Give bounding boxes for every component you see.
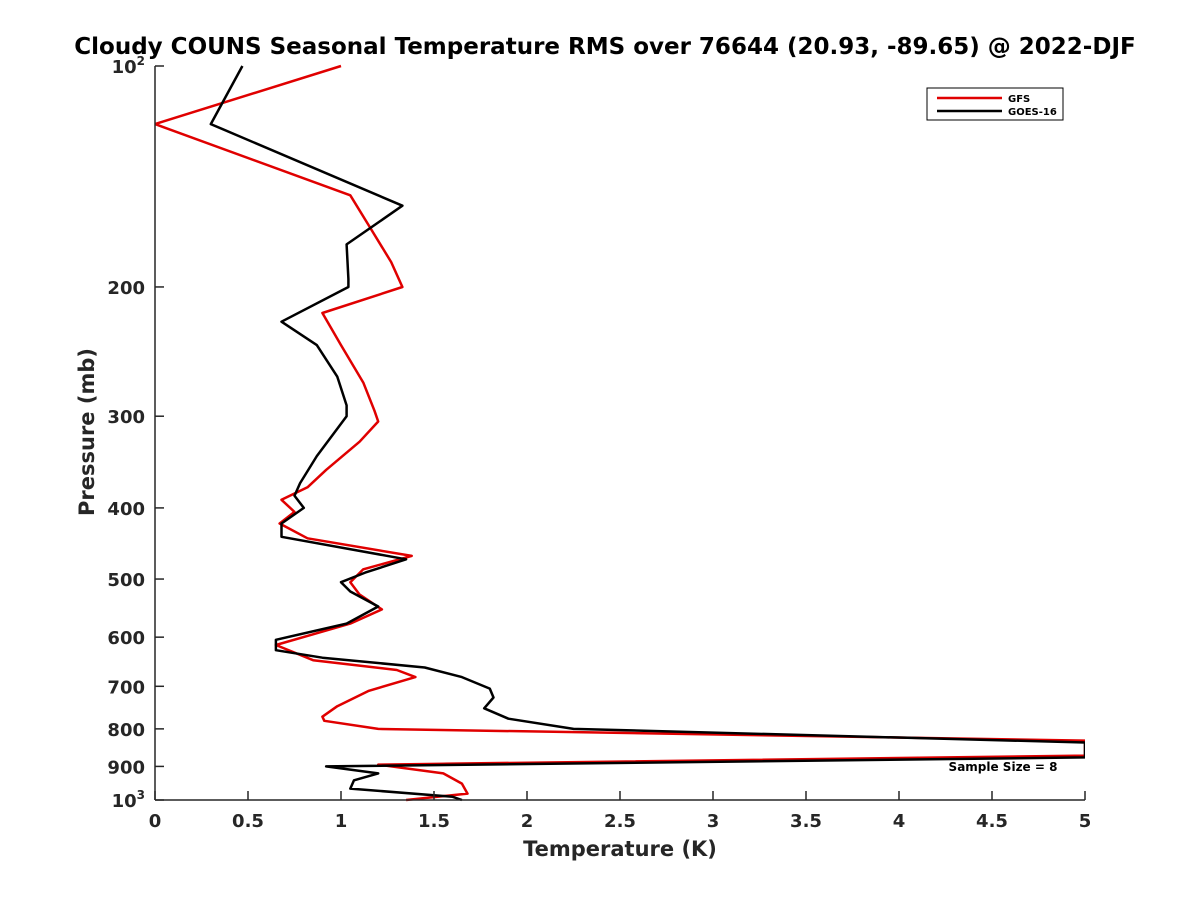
legend: GFS GOES-16	[926, 87, 1064, 121]
y-tick-label: 200	[107, 278, 145, 299]
axes-layer: 0 0.5 1 1.5 2 2.5 3 3.5 4 4.5 5 102 200 300 400 500 600 7…	[107, 54, 1091, 832]
x-tick-label: 1	[335, 811, 348, 832]
x-tick-label: 4.5	[976, 811, 1008, 832]
y-tick-label: 600	[107, 628, 145, 649]
sample-size-annotation: Sample Size = 8	[949, 760, 1058, 774]
legend-label-gfs: GFS	[1008, 94, 1030, 105]
x-tick-label: 1.5	[418, 811, 450, 832]
series-layer	[155, 64, 1085, 802]
y-tick-label: 102	[112, 54, 145, 78]
chart-title: Cloudy COUNS Seasonal Temperature RMS ov…	[74, 34, 1135, 60]
x-tick-label: 5	[1079, 811, 1092, 832]
x-tick-label: 3	[707, 811, 720, 832]
x-tick-label: 0.5	[232, 811, 264, 832]
y-tick-label: 700	[107, 677, 145, 698]
x-tick-label: 3.5	[790, 811, 822, 832]
legend-box	[926, 87, 1064, 121]
x-tick-label: 4	[893, 811, 906, 832]
y-tick-label: 800	[107, 720, 145, 741]
y-axis-label: Pressure (mb)	[75, 348, 99, 516]
y-tick-label: 103	[112, 788, 145, 812]
y-tick-label: 900	[107, 757, 145, 778]
y-tick-label: 400	[107, 499, 145, 520]
legend-label-goes16: GOES-16	[1008, 107, 1057, 118]
series-line-goes16	[209, 65, 1085, 802]
plot-area: 0 0.5 1 1.5 2 2.5 3 3.5 4 4.5 5 102 200 300 400 500 600 7…	[107, 54, 1091, 832]
x-axis-label: Temperature (K)	[523, 837, 717, 861]
x-tick-label: 0	[149, 811, 162, 832]
x-tick-label: 2.5	[604, 811, 636, 832]
y-tick-label: 300	[107, 407, 145, 428]
x-tick-label: 2	[521, 811, 534, 832]
y-tick-label: 500	[107, 570, 145, 591]
